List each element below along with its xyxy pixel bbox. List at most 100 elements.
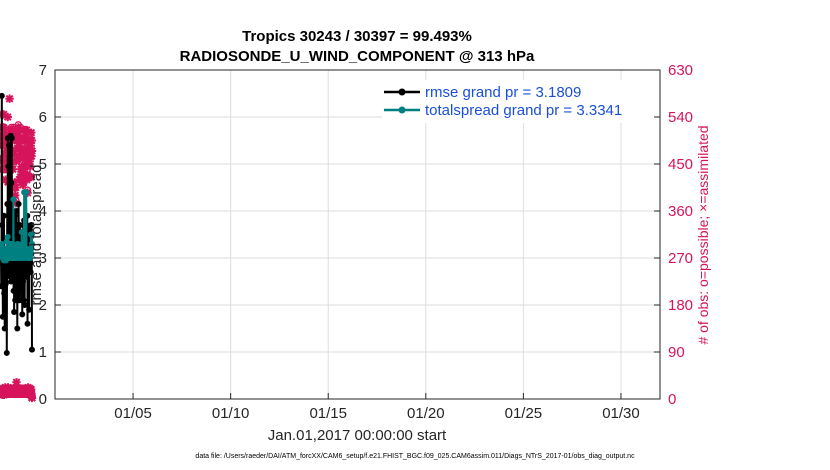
rmse-point (0, 212, 7, 219)
x-tick-label: 01/15 (309, 405, 347, 422)
rmse-point (15, 264, 22, 271)
totalspread-point (4, 233, 11, 240)
x-tick-label: 01/30 (602, 405, 640, 422)
assimilated-obs-marker (27, 136, 36, 145)
rmse-point (24, 320, 31, 327)
assimilated-obs-marker (27, 151, 36, 161)
y-tick-label-right: 90 (668, 344, 685, 361)
assimilated-obs-marker (0, 123, 8, 132)
rmse-point (27, 269, 34, 276)
legend-spread-marker (398, 106, 406, 114)
assimilated-obs-marker (21, 131, 30, 140)
y-tick-label-left: 1 (39, 344, 47, 361)
rmse-point (4, 200, 11, 207)
assimilated-obs-marker (11, 183, 20, 192)
assimilated-obs-marker (21, 162, 30, 171)
rmse-point (11, 309, 18, 316)
x-axis-label: Jan.01,2017 00:00:00 start (268, 427, 447, 444)
y-tick-label-left: 2 (39, 297, 47, 314)
plot-frame (54, 69, 661, 400)
y-tick-label-left: 6 (39, 109, 47, 126)
rmse-point (8, 179, 15, 186)
plot-area (0, 92, 37, 403)
rmse-point (2, 280, 9, 287)
y-axis-label-right: # of obs: o=possible; ×=assimilated (695, 125, 711, 344)
series-totalspread (0, 189, 35, 264)
totalspread-point (23, 189, 30, 196)
rmse-point (2, 264, 9, 271)
rmse-point (3, 349, 10, 356)
y-tick-label-left: 4 (39, 203, 47, 220)
y-tick-label-right: 270 (668, 250, 693, 267)
y-axis-label-left: rmse and totalspread (28, 165, 45, 306)
rmse-point (21, 302, 28, 308)
y-tick-label-right: 450 (668, 156, 693, 173)
assimilated-obs-marker (26, 141, 35, 150)
rmse-point (12, 259, 19, 266)
assimilated-obs-marker (10, 178, 19, 187)
assimilated-obs-marker (22, 125, 31, 135)
rmse-point (16, 269, 23, 276)
totalspread-point (0, 240, 5, 247)
chart-subtitle: RADIOSONDE_U_WIND_COMPONENT @ 313 hPa (180, 48, 535, 65)
legend-rmse-marker (398, 88, 406, 96)
rmse-point (0, 313, 6, 320)
rmse-point (28, 346, 35, 353)
rmse-point (14, 325, 21, 332)
rmse-point (5, 142, 12, 149)
rmse-point (1, 290, 8, 297)
grid-lines (55, 70, 660, 399)
assimilated-obs-marker (18, 180, 28, 190)
totalspread-point (27, 255, 34, 261)
assimilated-obs-marker (3, 112, 12, 122)
rmse-point (15, 200, 22, 207)
rmse-point (0, 222, 6, 229)
rmse-point (1, 325, 8, 332)
legend: rmse grand pr = 3.1809 totalspread grand… (382, 80, 654, 123)
totalspread-point (22, 245, 29, 252)
assimilated-obs-marker (0, 125, 9, 135)
rmse-point (19, 311, 26, 318)
rmse-point (20, 278, 27, 285)
assimilated-obs-marker (0, 110, 8, 119)
assimilated-obs-marker (5, 94, 14, 103)
assimilated-obs-low-marker (27, 393, 37, 403)
x-tick-label: 01/25 (505, 405, 543, 422)
assimilated-obs-marker (8, 165, 18, 174)
rmse-point (20, 297, 27, 304)
y-tick-label-right: 0 (668, 391, 676, 408)
rmse-point (26, 226, 33, 233)
y-tick-label-right: 360 (668, 203, 693, 220)
assimilated-obs-low-marker (12, 378, 21, 387)
y-tick-label-right: 180 (668, 297, 693, 314)
rmse-point (27, 259, 34, 266)
rmse-point (8, 135, 15, 142)
assimilated-obs-marker (27, 146, 37, 156)
assimilated-obs-marker (27, 128, 36, 137)
legend-rmse-label: rmse grand pr = 3.1809 (425, 84, 581, 101)
rmse-point (15, 283, 22, 290)
totalspread-point (19, 240, 26, 247)
assimilated-obs-marker (11, 191, 20, 200)
assimilated-obs-marker (16, 125, 25, 135)
rmse-point (13, 208, 20, 214)
totalspread-point (10, 196, 17, 203)
x-tick-label: 01/20 (407, 405, 445, 422)
y-tick-label-right: 540 (668, 109, 693, 126)
totalspread-point (28, 240, 35, 247)
y-tick-label-left: 5 (39, 156, 47, 173)
rmse-point (5, 163, 12, 170)
totalspread-point (18, 229, 25, 236)
y-tick-label-right: 630 (668, 62, 693, 79)
totalspread-point (28, 245, 35, 252)
rmse-point (7, 278, 14, 285)
y-tick-label-left: 0 (39, 391, 47, 408)
y-tick-label-left: 7 (39, 62, 47, 79)
assimilated-obs-marker (25, 157, 34, 166)
rmse-point (10, 287, 17, 294)
y-tick-label-left: 3 (39, 250, 47, 267)
assimilated-obs-marker (26, 172, 36, 182)
totalspread-point (28, 250, 35, 257)
x-axis-ticks: 01/05 01/10 01/15 01/20 01/25 01/30 (114, 393, 640, 422)
